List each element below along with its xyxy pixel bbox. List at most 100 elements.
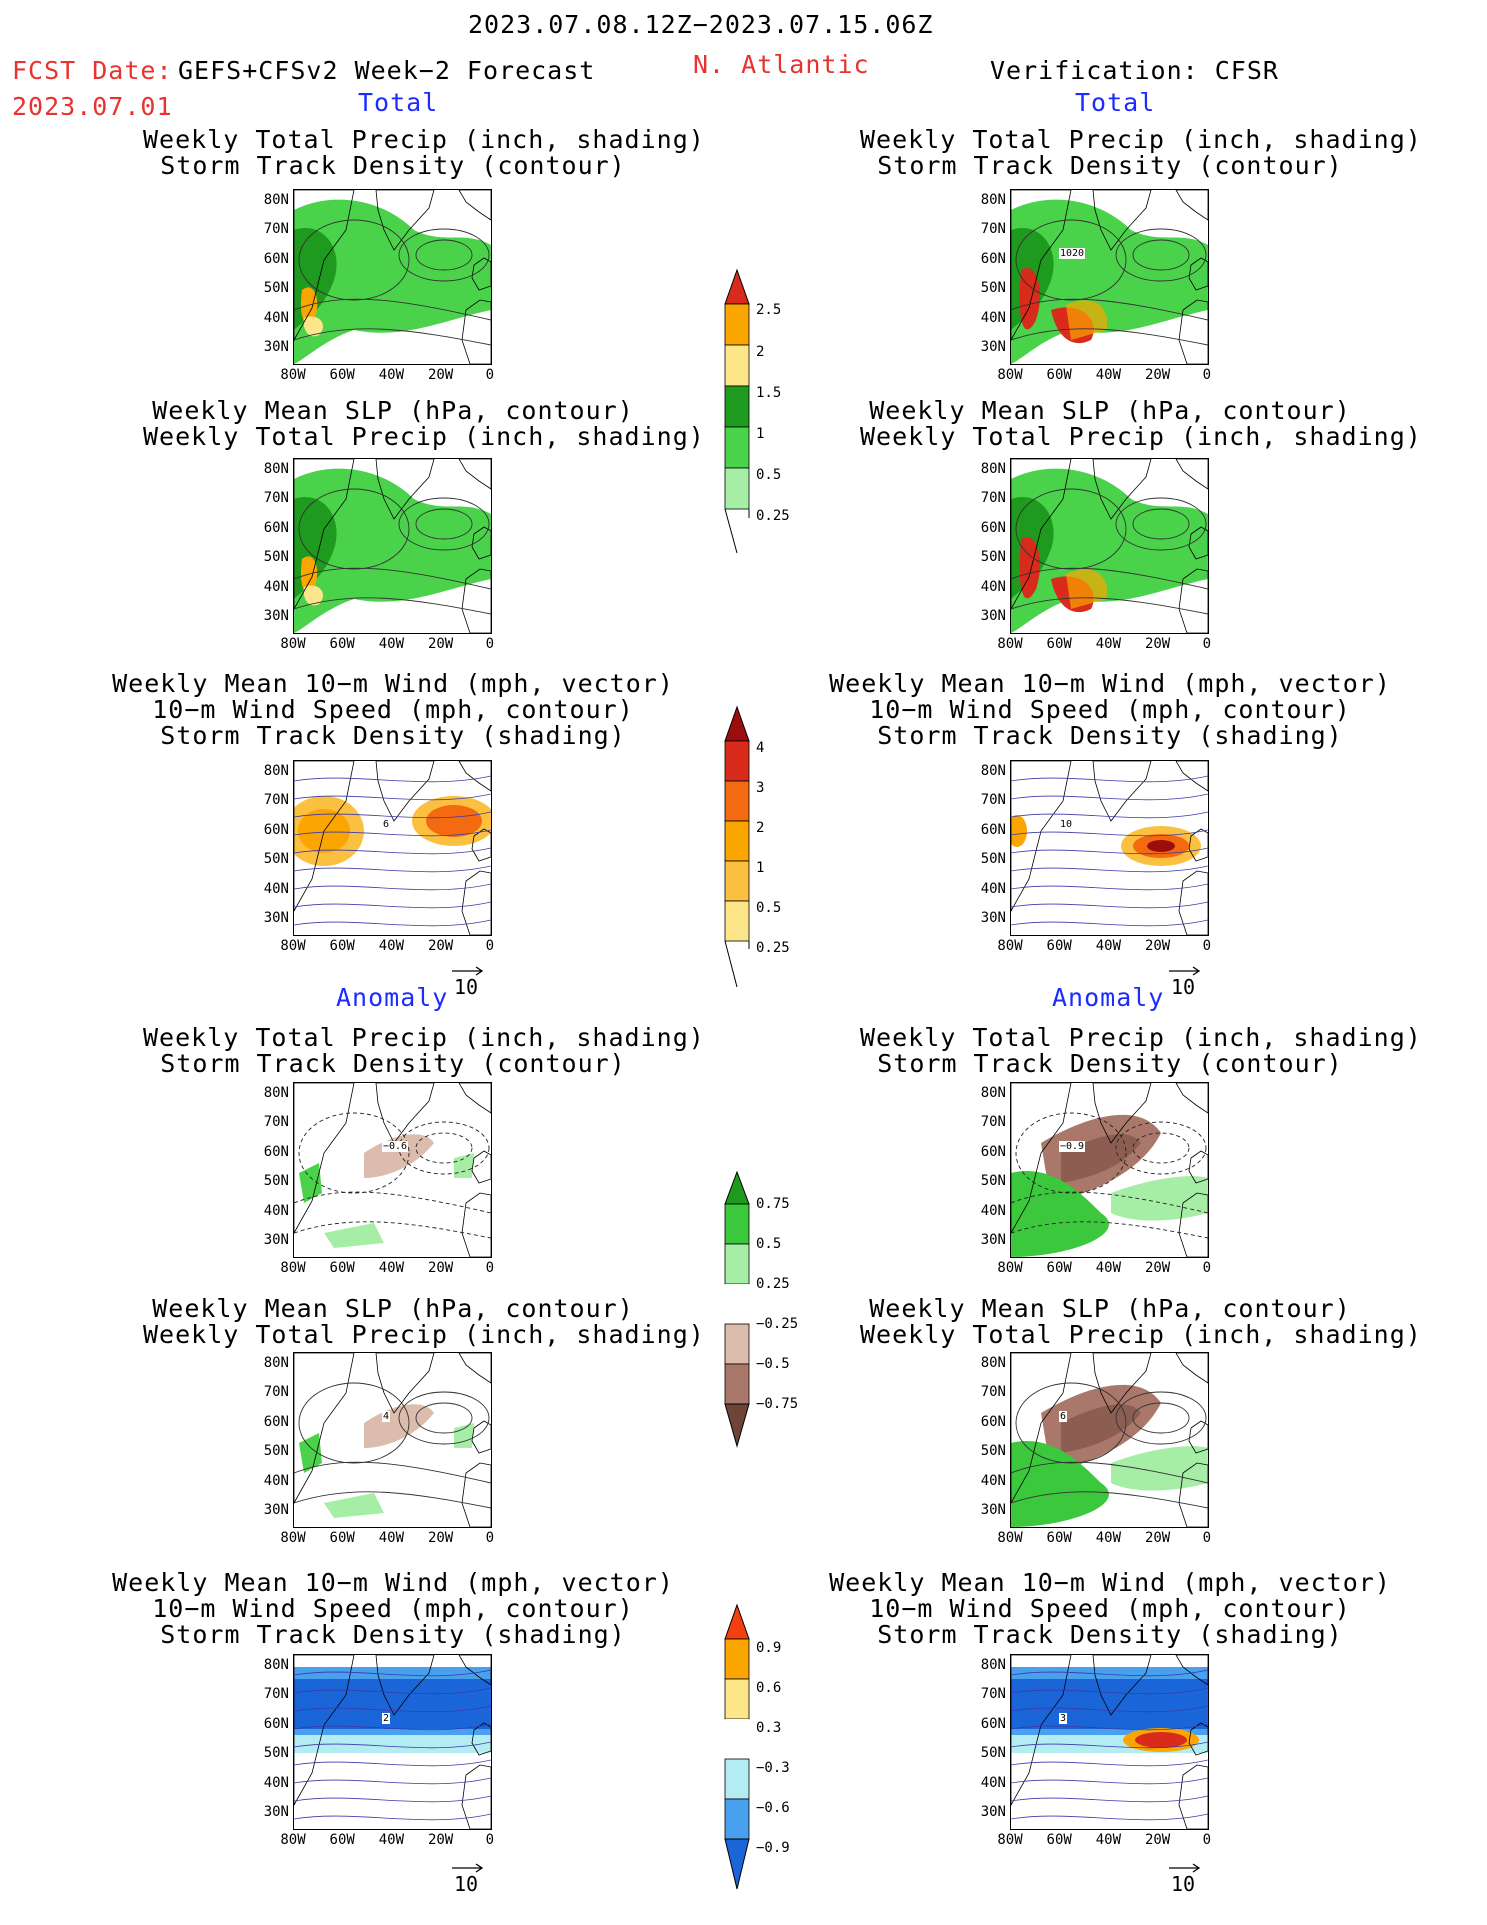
lat-tick: 40N [980, 880, 1006, 897]
lat-tick: 30N [263, 1804, 289, 1820]
lon-tick: 80W [280, 938, 306, 954]
vector-ref-arrow [452, 1863, 484, 1873]
lat-tick: 70N [980, 792, 1006, 809]
colorbar-cap-top [724, 1170, 750, 1205]
cb-precip-total-label: 2 [756, 344, 765, 360]
lat-tick: 60N [263, 1715, 289, 1732]
colorbar-cap-bottom [724, 940, 738, 988]
lat-tick: 50N [980, 851, 1006, 868]
lat-tick: 40N [263, 1774, 289, 1791]
lon-tick: 40W [1095, 1832, 1122, 1848]
lat-tick: 40N [980, 1202, 1006, 1219]
vector-ref-arrow [1169, 966, 1201, 976]
lat-tick: 30N [263, 608, 289, 624]
lon-tick: 20W [1144, 367, 1171, 383]
lon-tick: 60W [1046, 1260, 1072, 1276]
lat-tick: 70N [980, 1384, 1006, 1401]
lat-tick: 50N [980, 1173, 1006, 1190]
section-anomaly-right: Anomaly [1052, 983, 1165, 1012]
lon-tick: 40W [1095, 1530, 1122, 1546]
lat-tick: 60N [263, 821, 289, 838]
lat-tick: 80N [980, 1657, 1006, 1673]
colorbar-seg [724, 1678, 750, 1720]
colorbar-seg [724, 1243, 750, 1285]
lat-tick: 50N [263, 1173, 289, 1190]
colorbar-seg [724, 1638, 750, 1680]
contour-label: −0.9 [1059, 1141, 1086, 1152]
colorbar-precip-total [724, 268, 750, 554]
lon-tick: 80W [997, 367, 1023, 383]
lon-tick: 20W [1144, 1260, 1171, 1276]
title-wind-storm-fcst-anom: Weekly Mean 10−m Wind (mph, vector) 10−m … [112, 1568, 674, 1649]
vector-ref-label: 10 [1171, 975, 1196, 999]
lon-tick: 0 [485, 367, 495, 383]
vector-ref-label: 10 [454, 975, 479, 999]
colorbar-cap-top [724, 705, 750, 742]
colorbar-seg [724, 467, 750, 510]
lat-tick: 50N [980, 1443, 1006, 1460]
date-range: 2023.07.08.12Z−2023.07.15.06Z [468, 10, 934, 39]
lat-tick: 70N [263, 221, 289, 238]
lat-tick: 70N [980, 1114, 1006, 1131]
lon-tick: 80W [280, 367, 306, 383]
contour-label: 10 [1059, 819, 1074, 830]
lon-tick: 80W [997, 1260, 1023, 1276]
lat-tick: 40N [263, 1472, 289, 1489]
lon-tick: 0 [485, 1260, 495, 1276]
lon-tick: 80W [280, 1832, 306, 1848]
section-anomaly-left: Anomaly [336, 983, 449, 1012]
lat-tick: 60N [263, 1143, 289, 1160]
lon-tick: 80W [997, 938, 1023, 954]
cb-storm-anom-label: 0.9 [756, 1640, 782, 1656]
lon-tick: 40W [1095, 636, 1122, 652]
lon-tick: 20W [1144, 1832, 1171, 1848]
lon-tick: 40W [378, 1530, 405, 1546]
map-panel-precipA-fcst: −0.6 [293, 1082, 492, 1258]
lat-tick: 40N [263, 309, 289, 326]
lat-tick: 80N [263, 1657, 289, 1673]
cb-precip-anom-label: 0.5 [756, 1236, 782, 1252]
cb-precip-total-label: 0.25 [756, 508, 790, 524]
lon-tick: 60W [1046, 1530, 1072, 1546]
lat-tick: 30N [980, 910, 1006, 926]
colorbar-seg [724, 344, 750, 387]
cb-storm-total-label: 0.25 [756, 940, 790, 956]
cb-storm-anom-label: −0.6 [756, 1800, 790, 1816]
lat-tick: 70N [263, 792, 289, 809]
colorbar-seg [724, 860, 750, 902]
lat-tick: 30N [980, 1502, 1006, 1518]
map-panel-windA-fcst: 2 [293, 1654, 492, 1830]
lon-tick: 20W [1144, 636, 1171, 652]
lat-tick: 40N [263, 880, 289, 897]
lon-tick: 60W [329, 1832, 355, 1848]
cb-storm-anom-label: −0.3 [756, 1760, 790, 1776]
colorbar-precip-anom [724, 1170, 750, 1448]
lat-tick: 60N [980, 1413, 1006, 1430]
colorbar-seg [724, 1363, 750, 1405]
colorbar-seg [724, 740, 750, 782]
lat-tick: 70N [263, 1384, 289, 1401]
lat-tick: 70N [263, 1686, 289, 1703]
lat-tick: 40N [980, 578, 1006, 595]
colorbar-seg [724, 426, 750, 469]
lon-tick: 60W [329, 1530, 355, 1546]
fcst-date: 2023.07.01 [12, 92, 173, 121]
section-total-left: Total [358, 88, 439, 117]
colorbar-cap-bottom [724, 508, 738, 554]
contour-label: 1020 [1059, 248, 1086, 259]
cb-storm-total-label: 4 [756, 740, 765, 756]
lat-tick: 40N [980, 309, 1006, 326]
cb-storm-total-label: 1 [756, 860, 765, 876]
title-wind-storm-verif-total: Weekly Mean 10−m Wind (mph, vector) 10−m … [829, 669, 1391, 750]
lat-tick: 40N [263, 1202, 289, 1219]
lat-tick: 50N [263, 549, 289, 566]
lat-tick: 80N [980, 192, 1006, 208]
lon-tick: 20W [427, 367, 454, 383]
lon-tick: 60W [329, 367, 355, 383]
colorbar-seg [724, 900, 750, 942]
colorbar-seg [724, 1323, 750, 1365]
fcst-date-label: FCST Date: [12, 56, 173, 85]
cb-storm-total-label: 0.5 [756, 900, 782, 916]
cb-precip-total-label: 1 [756, 426, 765, 442]
lon-tick: 40W [1095, 938, 1122, 954]
